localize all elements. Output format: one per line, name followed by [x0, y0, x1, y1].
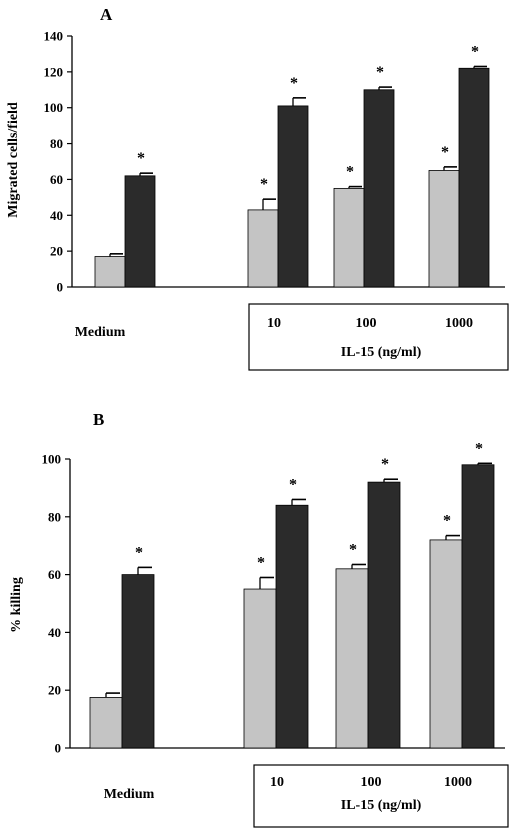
panel-b-category-1000: 1000	[444, 775, 472, 790]
panel-b-il15-box	[253, 764, 509, 828]
panel-a-bar-light	[247, 209, 279, 288]
panel-a-il15-label: IL-15 (ng/ml)	[341, 345, 422, 360]
panel-b-category-10: 10	[270, 775, 284, 790]
panel-b-y-tick-label: 60	[48, 567, 61, 582]
panel-b-category-100: 100	[361, 775, 382, 790]
panel-b-bar-dark	[367, 481, 401, 749]
panel-a-y-axis-label: Migrated cells/field	[6, 102, 21, 218]
panel-a-category-10: 10	[267, 316, 281, 331]
panel-b-significance-star: *	[349, 541, 357, 558]
panel-b-bar-light	[89, 697, 123, 749]
panel-b-letter: B	[93, 410, 104, 429]
panel-a-bar-dark	[458, 67, 490, 288]
panel-a-category-medium: Medium	[75, 325, 126, 340]
panel-b-bar-light	[429, 539, 463, 749]
panel-a-bar-light	[333, 187, 365, 288]
panel-a-category-1000: 1000	[445, 316, 473, 331]
panel-a-significance-star: *	[290, 75, 298, 92]
panel-b-category-medium: Medium	[104, 787, 155, 802]
panel-b-y-tick-label: 100	[42, 452, 62, 467]
panel-a-category-100: 100	[356, 316, 377, 331]
panel-a-y-tick-label: 20	[50, 244, 63, 259]
panel-a-bar-light	[428, 170, 460, 288]
panel-b-significance-star: *	[475, 440, 483, 457]
panel-a-chart: 0 20 40 60 80 100 120 140 * * * * * * *	[44, 29, 505, 295]
panel-a-significance-star: *	[441, 144, 449, 161]
panel-a-significance-star: *	[346, 164, 354, 181]
panel-b-significance-star: *	[381, 456, 389, 473]
panel-a-y-tick-label: 60	[50, 172, 63, 187]
panel-a-y-tick-label: 120	[44, 64, 64, 79]
panel-b-significance-star: *	[289, 476, 297, 493]
panel-b-chart: 0 20 40 60 80 100 * * * * * * *	[42, 440, 505, 756]
panel-a-bar-dark	[124, 175, 156, 288]
panel-a-bar-light	[94, 256, 126, 288]
panel-a-y-tick-label: 0	[57, 280, 64, 295]
panel-b-y-tick-label: 40	[48, 625, 61, 640]
panel-a-y-tick-label: 140	[44, 29, 64, 44]
panel-b-significance-star: *	[135, 544, 143, 561]
panel-a-y-tick-label: 40	[50, 208, 63, 223]
panel-b-y-tick-label: 80	[48, 509, 61, 524]
panel-b-bar-dark	[275, 504, 309, 749]
panel-b-y-tick-label: 20	[48, 683, 61, 698]
panel-b-bar-dark	[461, 464, 495, 749]
panel-b-significance-star: *	[443, 513, 451, 530]
panel-b-y-tick-label: 0	[55, 741, 62, 756]
panel-a-il15-box	[248, 303, 509, 371]
panel-b-significance-star: *	[257, 554, 265, 571]
panel-b-bar-light	[243, 588, 277, 749]
panel-a-y-tick-label: 100	[44, 100, 64, 115]
panel-a-y-tick-label: 80	[50, 136, 63, 151]
panel-b-bar-dark	[121, 574, 155, 749]
panel-a-significance-star: *	[137, 150, 145, 167]
panel-a-significance-star: *	[260, 176, 268, 193]
panel-b-bar-light	[335, 568, 369, 749]
panel-a-bar-dark	[277, 105, 309, 288]
panel-a-significance-star: *	[376, 64, 384, 81]
panel-a-bar-dark	[363, 89, 395, 288]
panel-b-il15-label: IL-15 (ng/ml)	[341, 798, 422, 813]
panel-a-letter: A	[100, 5, 113, 24]
panel-a-significance-star: *	[471, 43, 479, 60]
panel-b-y-axis-label: % killing	[9, 577, 24, 633]
